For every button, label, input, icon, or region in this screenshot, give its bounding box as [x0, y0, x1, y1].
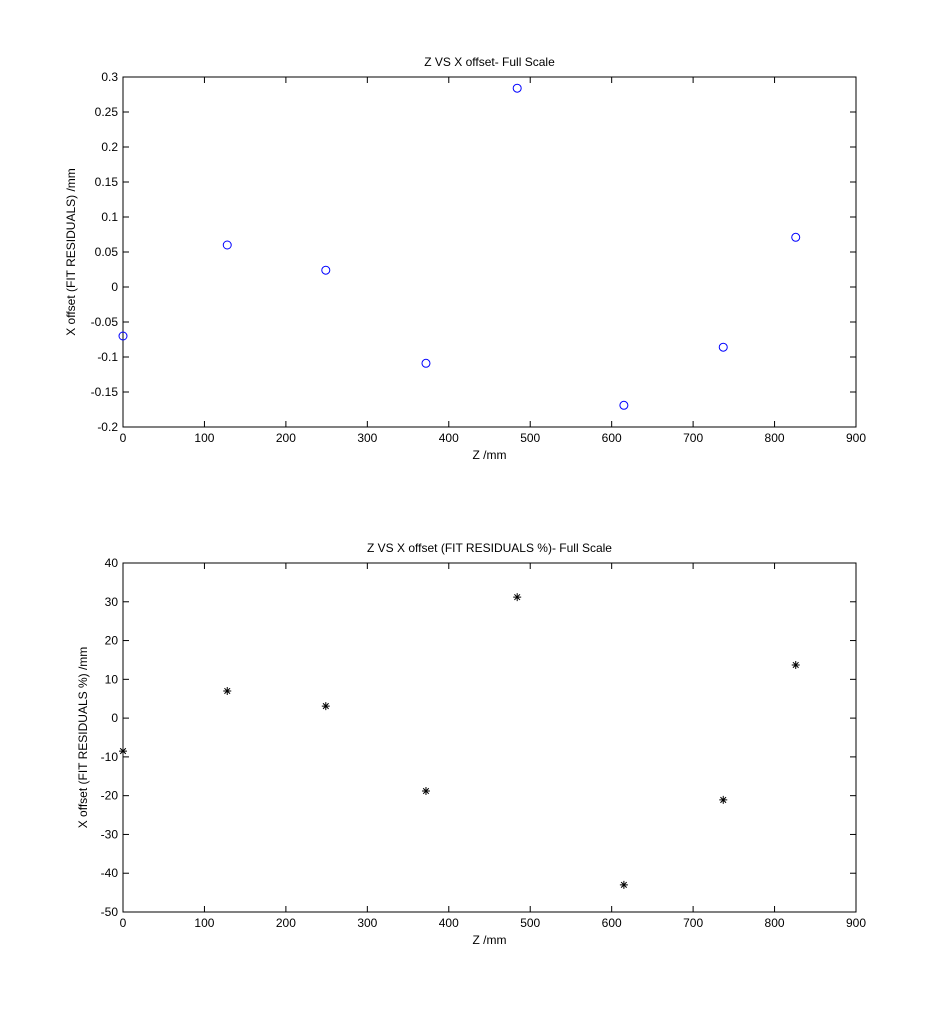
marker	[791, 660, 800, 669]
y-tick-label: -50	[101, 905, 119, 919]
x-tick-label: 400	[439, 916, 459, 930]
marker	[421, 787, 430, 796]
x-tick-label: 200	[276, 916, 296, 930]
x-tick-label: 400	[439, 431, 459, 445]
y-tick-label: 0.3	[101, 70, 118, 84]
y-tick-label: 0.15	[95, 175, 119, 189]
y-tick-label: 20	[105, 634, 119, 648]
x-tick-label: 800	[765, 916, 785, 930]
y-tick-label: 0.2	[101, 140, 118, 154]
y-tick-label: -0.05	[91, 315, 119, 329]
x-tick-label: 600	[602, 431, 622, 445]
x-tick-label: 300	[357, 431, 377, 445]
marker	[119, 747, 127, 756]
y-tick-label: -10	[101, 750, 119, 764]
x-tick-label: 500	[520, 916, 540, 930]
marker	[421, 358, 431, 368]
y-tick-label: -0.15	[91, 385, 119, 399]
y-tick-label: 0.25	[95, 105, 119, 119]
y-tick-label: 40	[105, 556, 119, 570]
x-tick-label: 100	[194, 916, 214, 930]
marker	[718, 342, 728, 352]
marker	[512, 83, 522, 93]
marker	[118, 331, 128, 341]
marker	[223, 686, 232, 695]
x-tick-label: 100	[194, 431, 214, 445]
marker	[719, 795, 728, 804]
x-tick-label: 500	[520, 431, 540, 445]
y-tick-label: 0.05	[95, 245, 119, 259]
y-tick-label: -30	[101, 827, 119, 841]
y-tick-label: 0	[111, 280, 118, 294]
x-axis-label: Z /mm	[473, 448, 507, 462]
y-tick-label: -40	[101, 866, 119, 880]
x-tick-label: 200	[276, 431, 296, 445]
y-tick-label: 30	[105, 595, 119, 609]
x-tick-label: 300	[357, 916, 377, 930]
x-tick-label: 700	[683, 431, 703, 445]
x-tick-label: 600	[602, 916, 622, 930]
x-axis-label: Z /mm	[473, 933, 507, 947]
x-tick-label: 900	[846, 431, 866, 445]
x-tick-label: 700	[683, 916, 703, 930]
plot-area	[122, 562, 857, 913]
y-tick-label: 0.1	[101, 210, 118, 224]
marker	[791, 232, 801, 242]
y-tick-label: -0.1	[97, 350, 118, 364]
y-tick-label: 0	[111, 711, 118, 725]
marker	[321, 702, 330, 711]
x-tick-label: 800	[765, 431, 785, 445]
y-tick-label: -0.2	[97, 420, 118, 434]
marker	[222, 240, 232, 250]
marker	[619, 880, 628, 889]
y-tick-label: -20	[101, 789, 119, 803]
plot-area	[122, 76, 857, 428]
marker	[619, 400, 629, 410]
x-tick-label: 0	[120, 431, 127, 445]
y-tick-label: 10	[105, 672, 119, 686]
x-tick-label: 0	[120, 916, 127, 930]
chart-title: Z VS X offset (FIT RESIDUALS %)- Full Sc…	[367, 541, 612, 555]
marker	[321, 265, 331, 275]
chart-title: Z VS X offset- Full Scale	[424, 55, 555, 69]
y-axis-label: X offset (FIT RESIDUALS %) /mm	[76, 647, 90, 829]
marker	[513, 593, 522, 602]
x-tick-label: 900	[846, 916, 866, 930]
y-axis-label: X offset (FIT RESIDUALS) /mm	[64, 168, 78, 336]
